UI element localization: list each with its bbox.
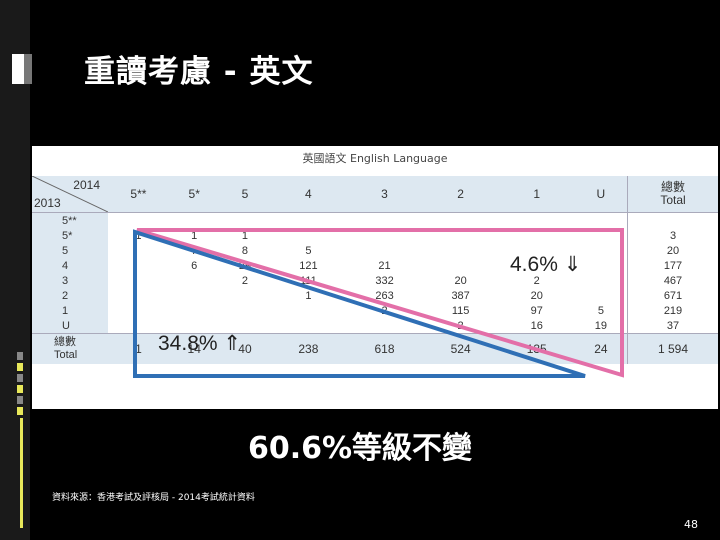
footer-cell: 238 <box>270 333 347 364</box>
table-cell: 8 <box>241 244 249 257</box>
corner-year-2013: 2013 <box>34 196 61 210</box>
table-row: 5* 1 1 1 3 <box>32 228 718 243</box>
row-label: 2 <box>32 288 108 303</box>
table-row: U 2 16 19 37 <box>32 318 718 334</box>
row-label: 3 <box>32 273 108 288</box>
decor-block-shadow <box>24 54 32 84</box>
total-header-zh: 總數 <box>660 180 685 194</box>
col-header: 5* <box>168 176 220 213</box>
footer-cell: 24 <box>574 333 628 364</box>
footer-total: 1 594 <box>627 333 718 364</box>
row-total: 37 <box>627 318 718 334</box>
row-total <box>627 212 718 228</box>
page-number: 48 <box>684 518 698 531</box>
total-header: 總數 Total <box>627 176 718 213</box>
annotation-down: 4.6% ⇓ <box>510 253 582 276</box>
table-caption: 英國語文 English Language <box>302 152 448 165</box>
left-decor-strip <box>0 0 30 540</box>
total-header-en: Total <box>660 193 686 207</box>
table-cell: 19 <box>594 319 608 332</box>
footer-cell: 14 <box>168 333 220 364</box>
decor-bars <box>17 352 23 418</box>
table-row: 3 2 111 332 20 2 467 <box>32 273 718 288</box>
table-row: 4 6 29 121 21 177 <box>32 258 718 273</box>
table-cell: 21 <box>378 259 391 272</box>
table-cell: 121 <box>299 259 318 272</box>
corner-diagonal <box>32 176 108 212</box>
row-total: 671 <box>627 288 718 303</box>
blue-triangle-outline <box>133 229 586 378</box>
highlight-overlay <box>133 228 624 378</box>
footer-cell: 1 <box>108 333 169 364</box>
row-label: 5 <box>32 243 108 258</box>
table-cell: 20 <box>454 274 467 287</box>
col-header: 4 <box>270 176 347 213</box>
pink-triangle-outline <box>136 228 624 378</box>
row-total: 177 <box>627 258 718 273</box>
table-cell: 332 <box>375 274 394 287</box>
row-label: U <box>32 318 108 334</box>
row-total: 219 <box>627 303 718 318</box>
footer-cell: 618 <box>346 333 423 364</box>
row-label: 5* <box>32 228 108 243</box>
table-cell: 1 <box>305 289 312 302</box>
table-cell: 16 <box>530 319 543 332</box>
source-note: 資料來源：香港考試及評核局 - 2014考試統計資料 <box>52 493 255 503</box>
col-header: 5** <box>108 176 169 213</box>
table-cell: 1 <box>241 229 249 242</box>
table-cell: 6 <box>191 259 198 272</box>
table-cell: 20 <box>530 289 543 302</box>
col-header: 2 <box>422 176 499 213</box>
table-cell: 2 <box>241 274 249 287</box>
col-header: 5 <box>219 176 271 213</box>
table-row: 5** <box>32 212 718 228</box>
table-cell: 5 <box>597 304 604 317</box>
annotation-up: 34.8% ⇑ <box>158 332 241 355</box>
footer-label: 總數 Total <box>32 333 108 364</box>
slide-title: 重讀考慮 - 英文 <box>84 54 314 90</box>
footer-row: 總數 Total 1 14 40 238 618 524 135 24 1 59… <box>32 333 718 364</box>
row-total: 20 <box>627 243 718 258</box>
corner-cell: 2014 2013 <box>32 176 108 213</box>
table-cell: 115 <box>451 304 470 317</box>
row-total: 467 <box>627 273 718 288</box>
col-header: 1 <box>498 176 575 213</box>
table-cell: 97 <box>530 304 543 317</box>
col-header: 3 <box>346 176 423 213</box>
table-cell: 2 <box>533 274 540 287</box>
footer-label-en: Total <box>54 349 78 361</box>
table-cell: 1 <box>135 229 142 242</box>
footer-cell: 40 <box>219 333 271 364</box>
summary-text: 60.6%等級不變 <box>247 431 473 466</box>
table-cell: 5 <box>305 244 312 257</box>
table-cell: 387 <box>451 289 470 302</box>
corner-year-2014: 2014 <box>73 178 100 192</box>
row-total: 3 <box>627 228 718 243</box>
table-row: 2 1 263 387 20 671 <box>32 288 718 303</box>
table-cell: 263 <box>375 289 394 302</box>
row-label: 1 <box>32 303 108 318</box>
decor-line <box>20 418 23 528</box>
col-header: U <box>574 176 628 213</box>
header-row: 2014 2013 5** 5* 5 4 3 2 1 U 總數 Total <box>32 176 718 213</box>
table-cell: 1 <box>191 229 198 242</box>
row-label: 4 <box>32 258 108 273</box>
footer-label-zh: 總數 <box>54 336 76 348</box>
row-label: 5** <box>32 212 108 228</box>
footer-cell: 524 <box>422 333 499 364</box>
